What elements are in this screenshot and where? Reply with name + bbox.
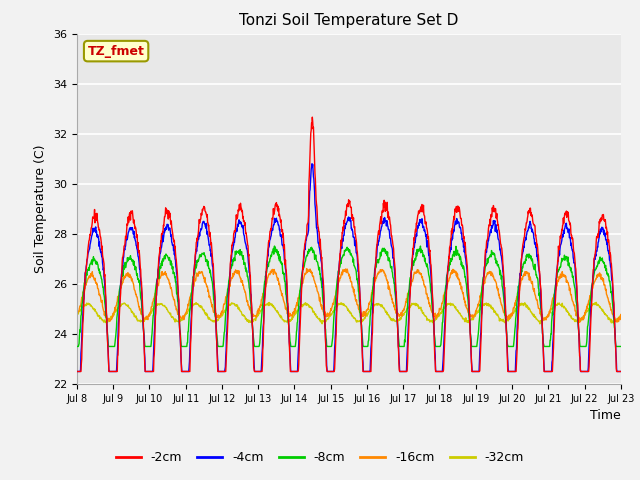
Title: Tonzi Soil Temperature Set D: Tonzi Soil Temperature Set D: [239, 13, 458, 28]
X-axis label: Time: Time: [590, 409, 621, 422]
Legend: -2cm, -4cm, -8cm, -16cm, -32cm: -2cm, -4cm, -8cm, -16cm, -32cm: [111, 446, 529, 469]
Text: TZ_fmet: TZ_fmet: [88, 45, 145, 58]
Y-axis label: Soil Temperature (C): Soil Temperature (C): [35, 144, 47, 273]
